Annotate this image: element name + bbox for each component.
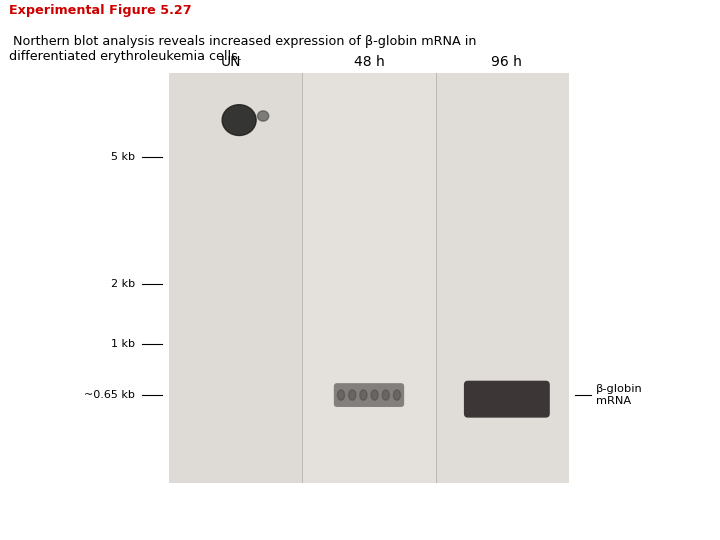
Text: 5 kb: 5 kb <box>112 152 135 162</box>
Ellipse shape <box>338 390 345 400</box>
Text: UN: UN <box>221 55 241 69</box>
Text: W. H.: W. H. <box>682 500 716 513</box>
Ellipse shape <box>360 390 367 400</box>
Text: Molecular Cell Biology,  7th Edition
Lodish et al.: Molecular Cell Biology, 7th Edition Lodi… <box>9 505 182 527</box>
Text: FREEMAN: FREEMAN <box>647 522 716 535</box>
Ellipse shape <box>371 390 378 400</box>
Text: Experimental Figure 5.27: Experimental Figure 5.27 <box>9 4 192 17</box>
Ellipse shape <box>222 105 256 136</box>
Ellipse shape <box>348 390 356 400</box>
Text: 96 h: 96 h <box>492 55 522 69</box>
Ellipse shape <box>382 390 390 400</box>
Text: 1 kb: 1 kb <box>112 339 135 349</box>
Bar <box>436 73 569 483</box>
Text: 48 h: 48 h <box>354 55 384 69</box>
Text: β-globin
mRNA: β-globin mRNA <box>596 384 643 406</box>
Bar <box>610 514 634 520</box>
FancyBboxPatch shape <box>464 381 550 417</box>
Text: Copyright © 2013 by W. H. Freeman and Company: Copyright © 2013 by W. H. Freeman and Co… <box>331 511 584 521</box>
Bar <box>610 499 618 535</box>
Bar <box>302 73 436 483</box>
Bar <box>169 73 302 483</box>
Ellipse shape <box>258 111 269 121</box>
Ellipse shape <box>393 390 400 400</box>
Text: Northern blot analysis reveals increased expression of β-globin mRNA in
differen: Northern blot analysis reveals increased… <box>9 35 477 63</box>
FancyBboxPatch shape <box>334 383 404 407</box>
Text: 2 kb: 2 kb <box>111 279 135 289</box>
Text: ~0.65 kb: ~0.65 kb <box>84 390 135 400</box>
Bar <box>626 499 634 535</box>
